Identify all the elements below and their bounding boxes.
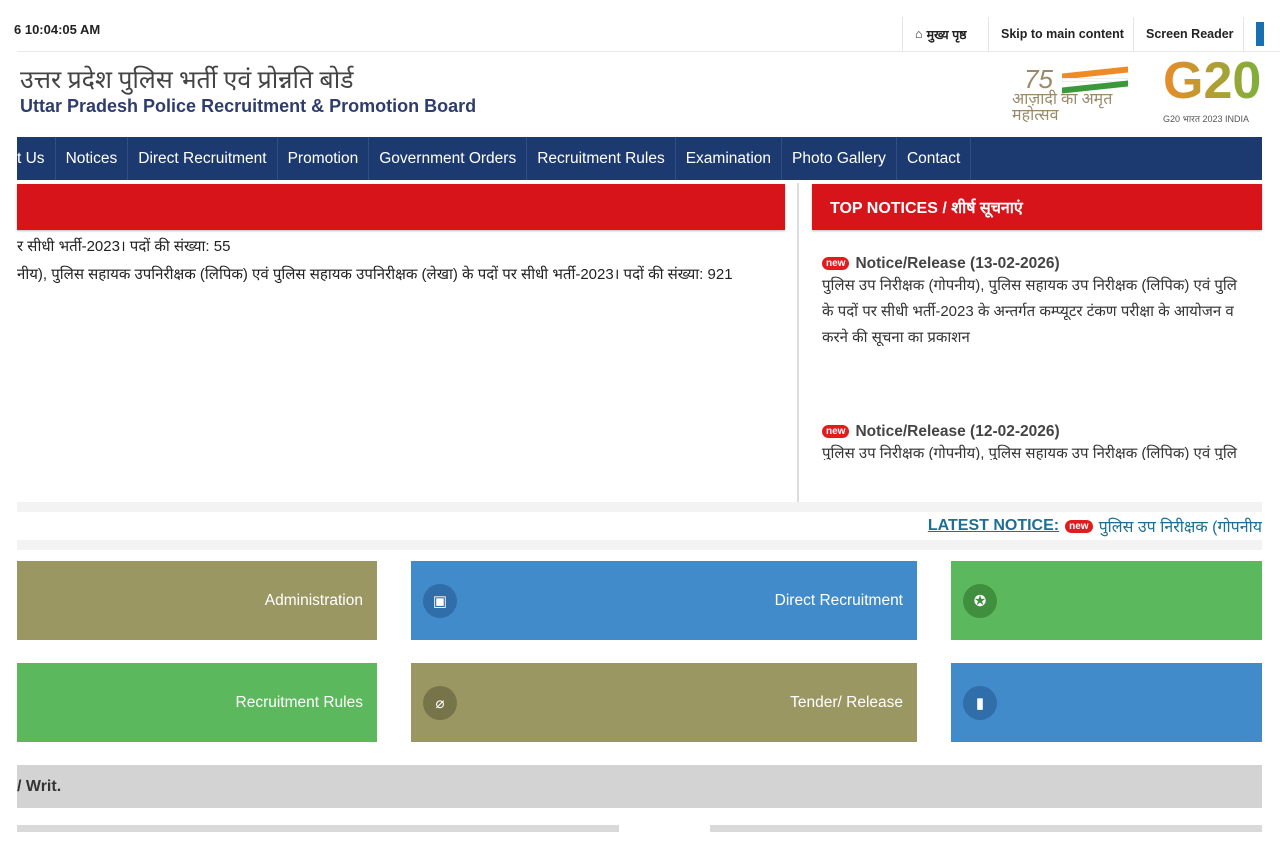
notice-line-2[interactable]: नीय), पुलिस सहायक उपनिरीक्षक (लिपिक) एवं… [17, 266, 733, 283]
nav-item[interactable]: Examination [676, 137, 783, 180]
home-link[interactable]: ⌂ मुख्य पृष्ठ [902, 17, 979, 51]
site-title-hindi: उत्तर प्रदेश पुलिस भर्ती एवं प्रोन्नति ब… [20, 67, 354, 94]
notice-body-line: पुलिस उप निरीक्षक (गोपनीय), पुलिस सहायक … [822, 445, 1237, 460]
new-badge-icon: new [822, 425, 850, 439]
nav-item[interactable]: Promotion [278, 137, 370, 180]
section-header: / Writ. [17, 765, 1262, 808]
tile-bookmark[interactable]: ▮ [951, 663, 1262, 742]
tile-label: Tender/ Release [790, 693, 903, 711]
paperclip-icon: ⌀ [423, 686, 457, 720]
notice-item[interactable]: new Notice/Release (13-02-2026) पुलिस उप … [822, 255, 1262, 351]
new-badge-icon: new [1065, 519, 1093, 533]
g20-logo-text: G20 भारत 2023 INDIA [1163, 114, 1250, 124]
address-book-icon: ▣ [423, 584, 457, 618]
home-label: मुख्य पृष्ठ [926, 27, 967, 42]
left-panel-header [17, 184, 785, 230]
notice-title: Notice/Release (12-02-2026) [855, 423, 1060, 440]
panel-header [17, 825, 619, 832]
nav-item[interactable]: Photo Gallery [782, 137, 897, 180]
tile-label: Recruitment Rules [235, 693, 364, 711]
nav-item[interactable]: t Us [17, 137, 56, 180]
tile-recruitment-rules[interactable]: Recruitment Rules [17, 663, 377, 742]
top-notices-header: TOP NOTICES / शीर्ष सूचनाएं [812, 184, 1262, 230]
tile-direct-recruitment[interactable]: ▣ Direct Recruitment [411, 561, 917, 640]
latest-notice-text[interactable]: पुलिस उप निरीक्षक (गोपनीय [1098, 519, 1262, 536]
nav-item[interactable]: Government Orders [369, 137, 528, 180]
divider [17, 51, 1280, 52]
section-label: / Writ. [17, 777, 62, 795]
azadi-logo: 75 आज़ादी का अमृत महोत्सव [1012, 62, 1142, 126]
medal-icon: ✪ [963, 584, 997, 618]
font-size-button[interactable] [1256, 22, 1264, 46]
home-icon: ⌂ [915, 27, 923, 41]
notice-line-1[interactable]: र सीधी भर्ती-2023। पदों की संख्या: 55 [17, 238, 231, 255]
nav-item[interactable]: Contact [897, 137, 972, 180]
tile-administration[interactable]: Administration [17, 561, 377, 640]
notice-title: Notice/Release (13-02-2026) [855, 255, 1060, 272]
latest-notice-label[interactable]: LATEST NOTICE: [927, 517, 1060, 534]
topbar-divider [1243, 17, 1264, 51]
azadi-logo-text: आज़ादी का अमृत महोत्सव [1012, 91, 1113, 124]
g20-logo: G20 G20 भारत 2023 INDIA [1163, 52, 1263, 132]
panel-header [710, 825, 1262, 832]
tile-promotion[interactable]: ✪ [951, 561, 1262, 640]
notice-body-line: पुलिस उप निरीक्षक (गोपनीय), पुलिस सहायक … [822, 277, 1237, 294]
main-nav: t Us Notices Direct Recruitment Promotion Go… [17, 137, 1262, 180]
latest-notice-band: LATEST NOTICE: new पुलिस उप निरीक्षक (गो… [17, 502, 1262, 550]
column-divider [797, 183, 799, 503]
bookmark-icon: ▮ [963, 686, 997, 720]
notice-item[interactable]: new Notice/Release (12-02-2026) पुलिस उप … [822, 423, 1262, 460]
skip-link[interactable]: Skip to main content [988, 17, 1136, 51]
site-title-english: Uttar Pradesh Police Recruitment & Promo… [20, 96, 477, 116]
tile-label: Administration [264, 591, 363, 609]
clock: 6 10:04:05 AM [14, 22, 101, 37]
nav-item[interactable]: Direct Recruitment [128, 137, 278, 180]
nav-item[interactable]: Recruitment Rules [527, 137, 676, 180]
screen-reader-link[interactable]: Screen Reader [1133, 17, 1246, 51]
notice-body-line: करने की सूचना का प्रकाशन [822, 329, 970, 346]
tile-label: Direct Recruitment [774, 591, 903, 609]
tile-tender-release[interactable]: ⌀ Tender/ Release [411, 663, 917, 742]
nav-item[interactable]: Notices [56, 137, 129, 180]
new-badge-icon: new [822, 257, 850, 271]
g20-logo-mark: G20 [1163, 52, 1262, 110]
notice-body-line: के पदों पर सीधी भर्ती-2023 के अन्तर्गत क… [822, 303, 1234, 320]
